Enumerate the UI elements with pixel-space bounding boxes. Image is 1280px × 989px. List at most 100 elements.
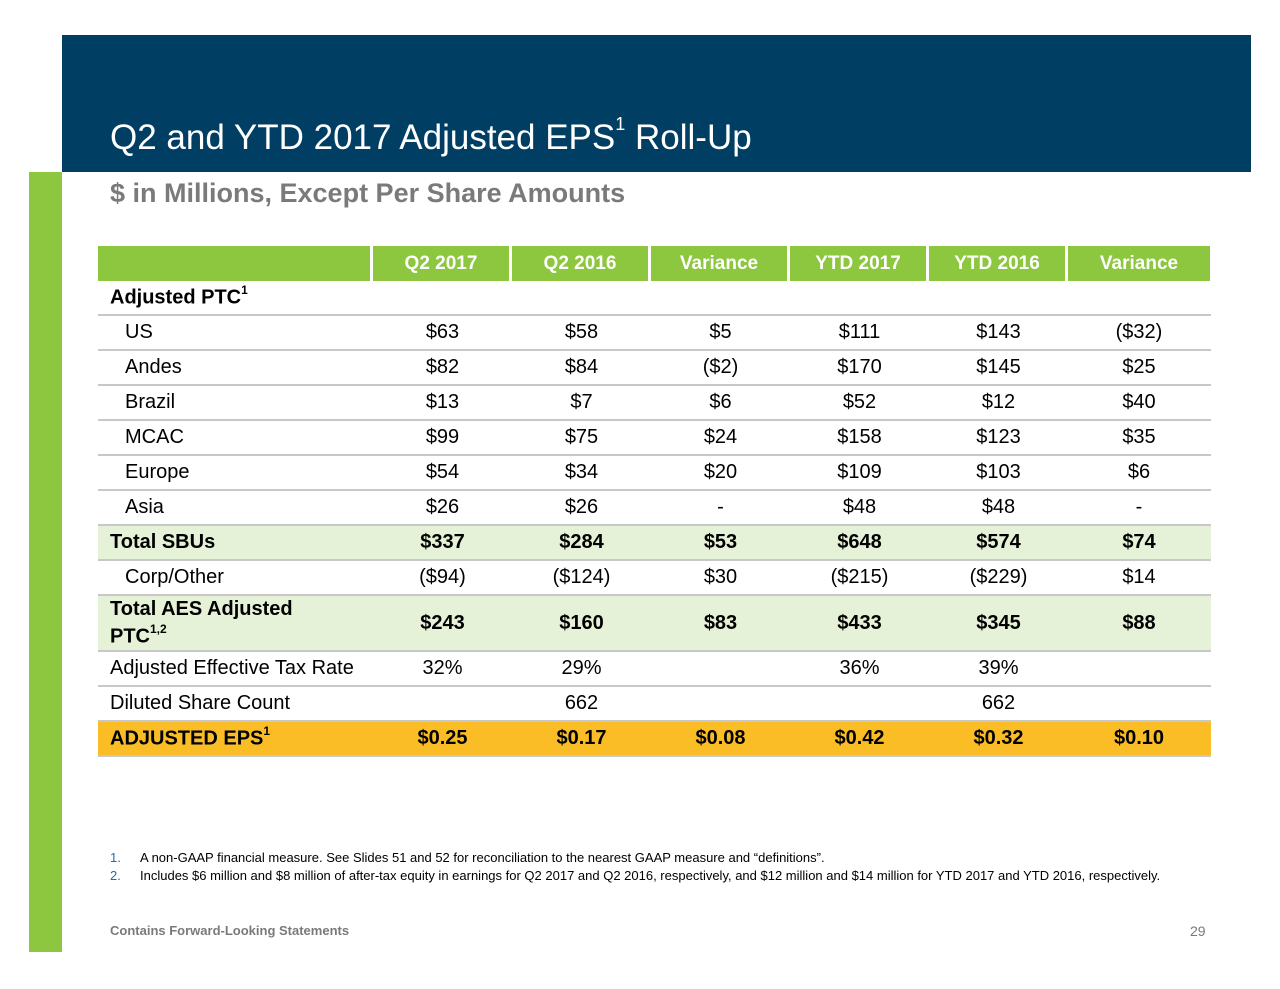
cell: ($94) xyxy=(419,566,466,588)
forward-looking-note: Contains Forward-Looking Statements xyxy=(110,923,350,938)
cell: $0.32 xyxy=(973,727,1024,749)
cell: $53 xyxy=(703,531,738,553)
table-row-corp-other: Corp/Other ($94) ($124) $30 ($215) ($229… xyxy=(98,561,1211,596)
row-label: Total SBUs xyxy=(110,531,216,553)
cell: $337 xyxy=(420,531,465,553)
row-label: Diluted Share Count xyxy=(110,692,291,714)
footnotes: 1. A non-GAAP financial measure. See Sli… xyxy=(110,850,1190,886)
cell: $24 xyxy=(703,426,738,448)
table-header-row: Q2 2017 Q2 2016 Variance YTD 2017 YTD 20… xyxy=(98,246,1211,281)
page-number: 29 xyxy=(1190,923,1206,939)
table-row-adjusted-eps: ADJUSTED EPS1 $0.25 $0.17 $0.08 $0.42 $0… xyxy=(98,722,1211,757)
footnote: 1. A non-GAAP financial measure. See Sli… xyxy=(110,850,1190,865)
table-row-us: US $63 $58 $5 $111 $143 ($32) xyxy=(98,316,1211,351)
cell: $34 xyxy=(564,461,599,483)
section-label: Adjusted PTC1 xyxy=(110,283,248,309)
eps-rollup-table: Q2 2017 Q2 2016 Variance YTD 2017 YTD 20… xyxy=(98,246,1211,757)
column-header: YTD 2016 xyxy=(929,246,1065,281)
cell: $6 xyxy=(1127,461,1151,483)
cell: $83 xyxy=(703,611,738,634)
row-label: MCAC xyxy=(125,426,184,448)
footnote: 2. Includes $6 million and $8 million of… xyxy=(110,868,1190,883)
cell: $99 xyxy=(425,426,460,448)
cell: $345 xyxy=(976,611,1021,634)
column-header: Q2 2016 xyxy=(512,246,648,281)
cell: $30 xyxy=(703,566,738,588)
cell: $75 xyxy=(564,426,599,448)
cell: - xyxy=(717,496,724,518)
header-bar xyxy=(62,35,1251,172)
cell: $0.42 xyxy=(834,727,885,749)
cell: ($2) xyxy=(702,356,739,378)
table-row-total-sbus: Total SBUs $337 $284 $53 $648 $574 $74 xyxy=(98,526,1211,561)
header-blank-cell xyxy=(98,246,370,281)
cell: $63 xyxy=(425,321,460,343)
cell: $40 xyxy=(1122,391,1156,413)
row-label: Europe xyxy=(125,461,190,483)
cell: $284 xyxy=(559,531,604,553)
column-header: YTD 2017 xyxy=(790,246,926,281)
row-label: US xyxy=(125,321,153,343)
cell: $26 xyxy=(564,496,599,518)
cell: $58 xyxy=(564,321,599,343)
cell: $433 xyxy=(837,611,882,634)
cell: $13 xyxy=(425,391,460,413)
cell: $25 xyxy=(1122,356,1156,378)
table-row-share-count: Diluted Share Count 662 662 xyxy=(98,687,1211,722)
cell: $35 xyxy=(1122,426,1156,448)
cell: $170 xyxy=(837,356,882,378)
footnote-number: 2. xyxy=(110,868,121,883)
table-row-asia: Asia $26 $26 - $48 $48 - xyxy=(98,491,1211,526)
cell: $52 xyxy=(842,391,877,413)
table-row-tax-rate: Adjusted Effective Tax Rate 32% 29% 36% … xyxy=(98,652,1211,687)
table-row-andes: Andes $82 $84 ($2) $170 $145 $25 xyxy=(98,351,1211,386)
cell: $0.17 xyxy=(556,727,607,749)
cell: $7 xyxy=(570,391,593,413)
cell: $84 xyxy=(564,356,599,378)
table-row-mcac: MCAC $99 $75 $24 $158 $123 $35 xyxy=(98,421,1211,456)
cell: $48 xyxy=(842,496,877,518)
cell: $574 xyxy=(976,531,1021,553)
cell: $158 xyxy=(837,426,882,448)
cell: $0.25 xyxy=(417,727,468,749)
cell: $26 xyxy=(425,496,460,518)
column-header: Q2 2017 xyxy=(373,246,509,281)
slide-title: Q2 and YTD 2017 Adjusted EPS1 Roll-Up xyxy=(110,114,752,157)
cell: 36% xyxy=(839,657,880,679)
column-header: Variance xyxy=(1068,246,1210,281)
row-label: Andes xyxy=(125,356,182,378)
section-label-row: Adjusted PTC1 xyxy=(98,281,1211,316)
side-accent-bar xyxy=(29,172,62,952)
cell: $123 xyxy=(976,426,1021,448)
cell: $109 xyxy=(837,461,882,483)
table-row-brazil: Brazil $13 $7 $6 $52 $12 $40 xyxy=(98,386,1211,421)
table-row-total-aes: Total AES Adjusted PTC1,2 $243 $160 $83 $… xyxy=(98,596,1211,652)
footnote-text: A non-GAAP financial measure. See Slides… xyxy=(140,850,825,865)
cell: - xyxy=(1135,496,1143,518)
cell: 662 xyxy=(564,692,599,714)
row-label: Corp/Other xyxy=(125,566,224,588)
cell: $143 xyxy=(976,321,1021,343)
row-label: ADJUSTED EPS1 xyxy=(110,724,271,750)
row-label: Adjusted Effective Tax Rate xyxy=(110,657,354,679)
row-label: Asia xyxy=(125,496,164,518)
cell: $82 xyxy=(425,356,460,378)
cell: $243 xyxy=(420,611,465,634)
cell: $0.08 xyxy=(695,727,746,749)
cell: $111 xyxy=(838,321,881,343)
cell: 29% xyxy=(561,657,602,679)
footnote-text: Includes $6 million and $8 million of af… xyxy=(140,868,1161,883)
footnote-number: 1. xyxy=(110,850,121,865)
cell: $54 xyxy=(425,461,460,483)
cell: $648 xyxy=(837,531,882,553)
column-header: Variance xyxy=(651,246,787,281)
cell: $12 xyxy=(981,391,1016,413)
row-label: Total AES Adjusted PTC1,2 xyxy=(110,598,293,648)
cell: $14 xyxy=(1122,566,1156,588)
cell: $5 xyxy=(709,321,732,343)
row-label: Brazil xyxy=(125,391,176,413)
cell: $6 xyxy=(709,391,732,413)
cell: $160 xyxy=(559,611,604,634)
cell: $74 xyxy=(1122,531,1156,553)
cell: $88 xyxy=(1122,611,1156,634)
